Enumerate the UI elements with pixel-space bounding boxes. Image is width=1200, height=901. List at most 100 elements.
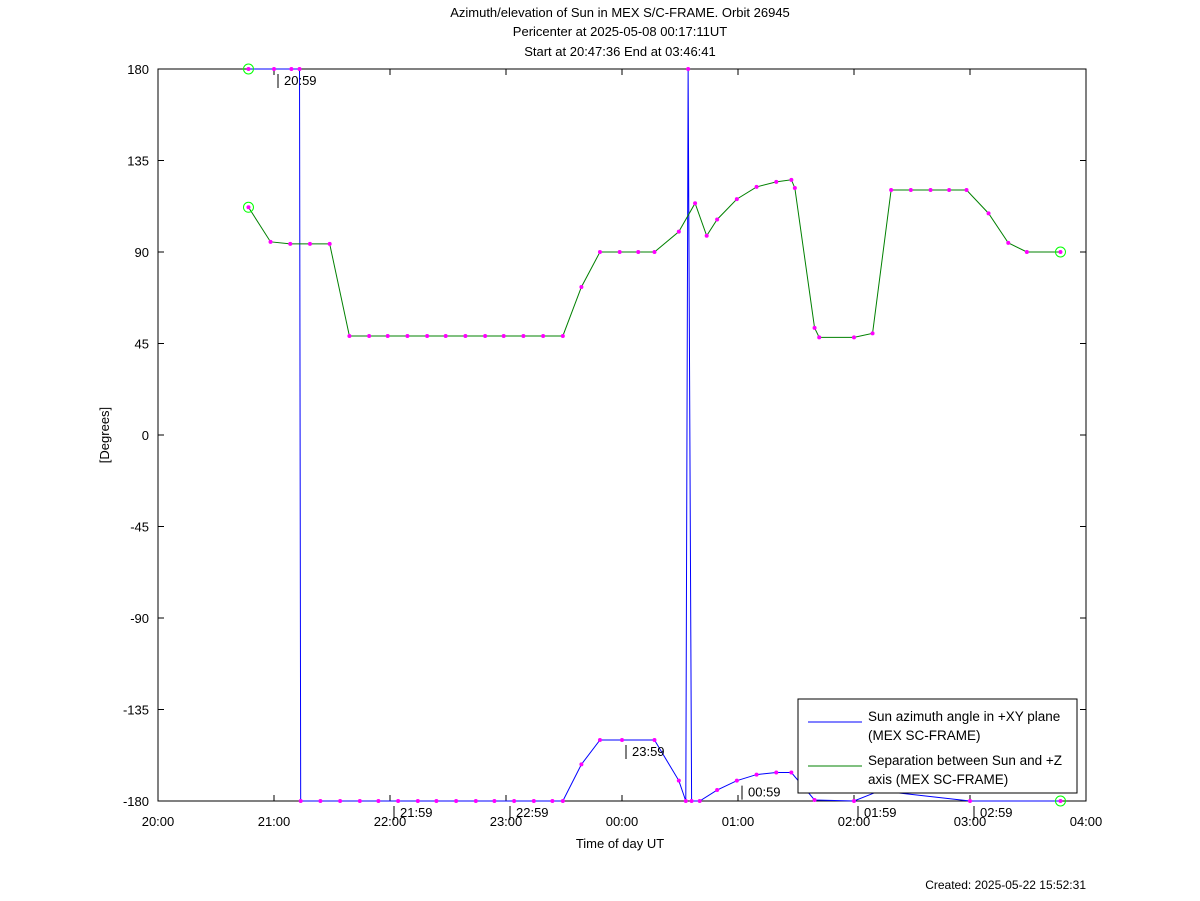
data-point bbox=[947, 187, 952, 192]
x-tick-label: 21:00 bbox=[258, 814, 291, 829]
data-point bbox=[870, 331, 875, 336]
data-point bbox=[889, 187, 894, 192]
data-point bbox=[676, 778, 681, 783]
data-point bbox=[454, 799, 459, 803]
data-point bbox=[597, 738, 602, 742]
data-point bbox=[318, 799, 323, 803]
data-point bbox=[986, 211, 991, 216]
y-tick-label: 90 bbox=[135, 245, 149, 260]
data-point bbox=[754, 772, 759, 777]
data-point bbox=[774, 179, 779, 184]
data-point bbox=[817, 335, 822, 340]
data-point bbox=[812, 325, 817, 330]
data-point bbox=[298, 799, 303, 803]
y-tick-label: 45 bbox=[135, 337, 149, 352]
data-point bbox=[789, 177, 794, 182]
data-point bbox=[715, 788, 720, 793]
annotation-label: 23:59 bbox=[632, 744, 665, 759]
data-point bbox=[792, 185, 797, 190]
annotation-label: 22:59 bbox=[516, 805, 549, 820]
data-point bbox=[852, 335, 856, 340]
x-tick-label: 23:00 bbox=[490, 814, 523, 829]
data-point bbox=[968, 799, 972, 803]
data-point bbox=[246, 205, 251, 210]
data-point bbox=[676, 229, 681, 234]
data-point bbox=[704, 233, 709, 238]
footer: Created: 2025-05-22 15:52:31 bbox=[925, 878, 1086, 892]
data-point bbox=[327, 241, 332, 246]
data-point bbox=[1006, 240, 1011, 245]
data-point bbox=[636, 250, 641, 254]
data-point bbox=[347, 333, 352, 338]
data-point bbox=[396, 799, 401, 803]
data-point bbox=[734, 197, 739, 202]
data-point bbox=[550, 799, 555, 803]
data-point bbox=[560, 799, 565, 803]
x-tick-label: 20:00 bbox=[142, 814, 175, 829]
data-point bbox=[492, 799, 497, 803]
x-tick-label: 02:00 bbox=[838, 814, 871, 829]
data-point bbox=[620, 738, 624, 742]
annotation-label: 00:59 bbox=[748, 785, 781, 800]
data-point bbox=[338, 799, 343, 803]
data-point bbox=[812, 797, 817, 802]
x-tick-label: 03:00 bbox=[954, 814, 987, 829]
data-point bbox=[1058, 799, 1063, 803]
y-tick-label: -135 bbox=[123, 703, 149, 718]
data-point bbox=[434, 799, 439, 803]
data-point bbox=[560, 333, 565, 338]
data-point bbox=[521, 333, 526, 338]
data-point bbox=[617, 250, 622, 254]
data-point bbox=[501, 333, 506, 338]
data-point bbox=[463, 333, 468, 338]
x-tick-label: 04:00 bbox=[1070, 814, 1103, 829]
data-point bbox=[289, 67, 294, 71]
y-tick-label: 135 bbox=[127, 154, 149, 169]
data-point bbox=[288, 241, 293, 246]
data-point bbox=[425, 333, 430, 338]
legend-label: Sun azimuth angle in +XY plane (MEX SC-F… bbox=[868, 709, 1061, 743]
data-point bbox=[597, 250, 602, 254]
data-point bbox=[357, 799, 362, 803]
data-point bbox=[908, 187, 913, 192]
data-point bbox=[367, 333, 372, 338]
legend-label: Separation between Sun and +Z axis (MEX … bbox=[868, 753, 1063, 787]
data-point bbox=[297, 67, 302, 71]
data-point bbox=[531, 799, 536, 803]
plot-frame bbox=[157, 68, 1087, 802]
x-axis-label: Time of day UT bbox=[576, 836, 664, 851]
annotation-label: 01:59 bbox=[864, 805, 897, 820]
annotation-label: 20:59 bbox=[284, 73, 317, 88]
chart-title: Azimuth/elevation of Sun in MEX S/C-FRAM… bbox=[450, 5, 790, 20]
data-point bbox=[852, 799, 856, 803]
data-point bbox=[385, 333, 390, 338]
data-point bbox=[579, 762, 584, 767]
data-point bbox=[473, 799, 478, 803]
data-point bbox=[652, 250, 657, 254]
data-point bbox=[693, 201, 698, 206]
data-point bbox=[405, 333, 410, 338]
data-point bbox=[272, 67, 276, 71]
y-tick-label: -180 bbox=[123, 794, 149, 809]
endpoint-marker bbox=[1054, 795, 1066, 807]
data-point bbox=[443, 333, 448, 338]
data-point bbox=[307, 241, 312, 246]
data-point bbox=[652, 738, 657, 742]
endpoint-marker bbox=[1054, 246, 1066, 258]
data-point bbox=[734, 778, 739, 783]
data-point bbox=[964, 187, 969, 192]
annotation-label: 21:59 bbox=[400, 805, 433, 820]
data-point bbox=[376, 799, 381, 803]
data-point bbox=[715, 217, 720, 222]
annotation-label: 02:59 bbox=[980, 805, 1013, 820]
chart-subtitle: Pericenter at 2025-05-08 00:17:11UT bbox=[513, 24, 727, 39]
chart-subtitle: Start at 20:47:36 End at 03:46:41 bbox=[524, 44, 716, 59]
data-point bbox=[754, 184, 759, 189]
data-point bbox=[512, 799, 517, 803]
data-point bbox=[689, 799, 694, 803]
endpoint-marker bbox=[242, 63, 254, 75]
data-point bbox=[483, 333, 488, 338]
data-point bbox=[579, 284, 584, 289]
data-point bbox=[415, 799, 420, 803]
